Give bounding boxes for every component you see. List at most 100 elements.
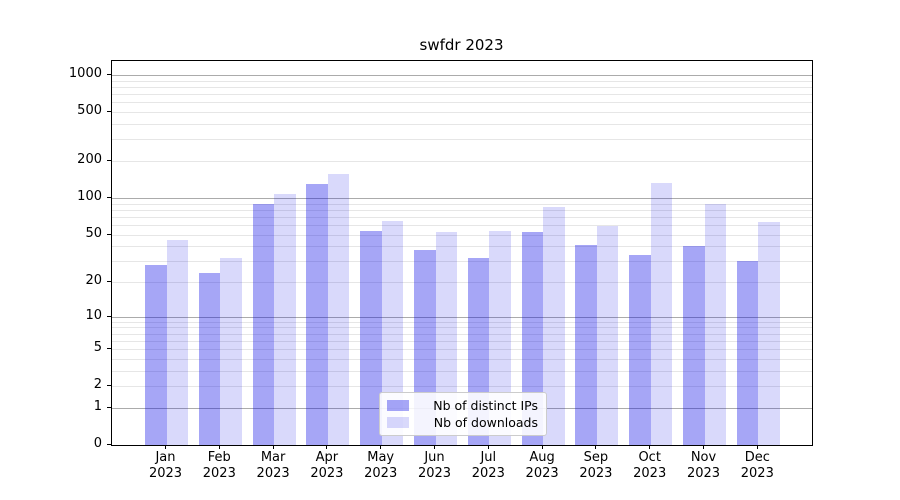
- y-tick: [107, 406, 111, 408]
- bar-ips-mar: [252, 204, 275, 445]
- y-tick: [107, 315, 111, 317]
- gridline-minor: [112, 386, 812, 388]
- bar-ips-nov: [683, 246, 705, 445]
- y-tick: [107, 196, 111, 198]
- y-tick: [107, 348, 111, 350]
- gridline-minor: [112, 124, 812, 125]
- bar-ips-oct: [629, 254, 651, 445]
- x-tick: [595, 445, 597, 449]
- x-tick: [380, 445, 382, 449]
- x-tick: [434, 445, 435, 449]
- x-tick-label-dec: Dec 2023: [740, 450, 774, 481]
- gridline-major: [112, 197, 812, 199]
- bar-ips-aug: [521, 232, 544, 445]
- x-tick: [649, 445, 651, 449]
- bar-downloads-jun: [435, 232, 457, 445]
- chart-title: swfdr 2023: [419, 36, 504, 54]
- y-tick-label: 5: [93, 340, 102, 356]
- bar-downloads-jul: [489, 231, 511, 445]
- bar-ips-may: [360, 231, 382, 445]
- x-tick-label-nov: Nov 2023: [686, 450, 721, 481]
- y-tick-label: 10: [85, 307, 102, 323]
- x-tick-label-jul: Jul 2023: [471, 450, 505, 481]
- legend-label-downloads: Nb of downloads: [433, 415, 538, 430]
- gridline-minor: [112, 358, 812, 360]
- legend: Nb of distinct IPs Nb of downloads: [379, 392, 547, 436]
- gridline-minor: [112, 216, 812, 218]
- bar-ips-dec: [736, 261, 759, 445]
- gridline-minor: [112, 321, 812, 323]
- gridline-minor: [112, 203, 812, 205]
- x-tick: [487, 445, 489, 449]
- y-tick-label: 2: [93, 377, 102, 393]
- x-tick: [756, 445, 758, 449]
- y-tick: [107, 385, 111, 387]
- x-tick: [218, 445, 220, 449]
- x-tick-label-apr: Apr 2023: [310, 450, 344, 481]
- bar-ips-feb: [198, 272, 221, 445]
- gridline-minor: [112, 139, 812, 141]
- x-tick-label-mar: Mar 2023: [256, 450, 290, 481]
- x-tick-label-may: May 2023: [364, 450, 398, 481]
- legend-item-distinct-ips: Nb of distinct IPs: [387, 398, 538, 413]
- y-tick-label: 0: [93, 436, 102, 451]
- gridline-minor: [112, 349, 812, 351]
- x-tick-label-oct: Oct 2023: [633, 450, 667, 481]
- bar-downloads-oct: [650, 183, 673, 445]
- gridline-minor: [112, 209, 812, 211]
- x-tick: [326, 445, 328, 449]
- bar-downloads-jan: [166, 240, 188, 445]
- x-tick-label-sep: Sep 2023: [579, 450, 613, 481]
- x-tick-label-jan: Jan 2023: [148, 450, 183, 481]
- gridline-minor: [112, 161, 812, 162]
- x-tick-label-aug: Aug 2023: [525, 450, 559, 481]
- legend-item-downloads: Nb of downloads: [387, 415, 538, 430]
- gridline-minor: [112, 327, 812, 329]
- bar-downloads-may: [381, 220, 404, 445]
- gridline-minor: [112, 87, 812, 88]
- gridline-minor: [112, 246, 812, 248]
- bar-downloads-aug: [543, 207, 565, 445]
- plot-area: [111, 60, 813, 446]
- gridline-major: [112, 75, 812, 76]
- bar-ips-sep: [575, 244, 597, 445]
- gridline-minor: [112, 224, 812, 226]
- bar-downloads-mar: [274, 194, 296, 445]
- gridline-minor: [112, 80, 812, 82]
- y-tick-label: 50: [85, 225, 102, 241]
- bar-downloads-dec: [758, 222, 780, 445]
- bar-downloads-sep: [596, 225, 619, 445]
- legend-swatch-downloads: [387, 417, 409, 428]
- x-tick: [541, 445, 543, 449]
- gridline-minor: [112, 112, 812, 114]
- y-tick-label: 500: [77, 103, 102, 119]
- y-tick: [107, 74, 111, 75]
- x-tick: [703, 445, 704, 449]
- x-tick: [165, 445, 166, 449]
- gridline-minor: [112, 234, 812, 236]
- y-tick: [107, 233, 111, 235]
- gridline-minor: [112, 102, 812, 104]
- y-tick-label: 1: [93, 398, 102, 414]
- y-tick-label: 1000: [68, 66, 102, 81]
- y-tick-label: 200: [77, 152, 102, 167]
- y-tick: [107, 111, 111, 113]
- bar-downloads-feb: [220, 257, 242, 445]
- x-tick-label-jun: Jun 2023: [417, 450, 452, 481]
- gridline-minor: [112, 94, 812, 96]
- y-tick: [107, 160, 111, 161]
- gridline-minor: [112, 282, 812, 283]
- bar-ips-apr: [306, 183, 328, 445]
- y-tick: [107, 444, 111, 445]
- y-tick-label: 20: [85, 273, 102, 288]
- x-tick: [272, 445, 274, 449]
- bar-downloads-nov: [704, 204, 726, 445]
- legend-label-distinct-ips: Nb of distinct IPs: [433, 398, 538, 413]
- y-tick: [107, 281, 111, 282]
- bar-downloads-apr: [327, 174, 350, 445]
- gridline-minor: [112, 333, 812, 335]
- gridline-major: [112, 316, 812, 318]
- gridline-minor: [112, 261, 812, 263]
- gridline-minor: [112, 370, 812, 372]
